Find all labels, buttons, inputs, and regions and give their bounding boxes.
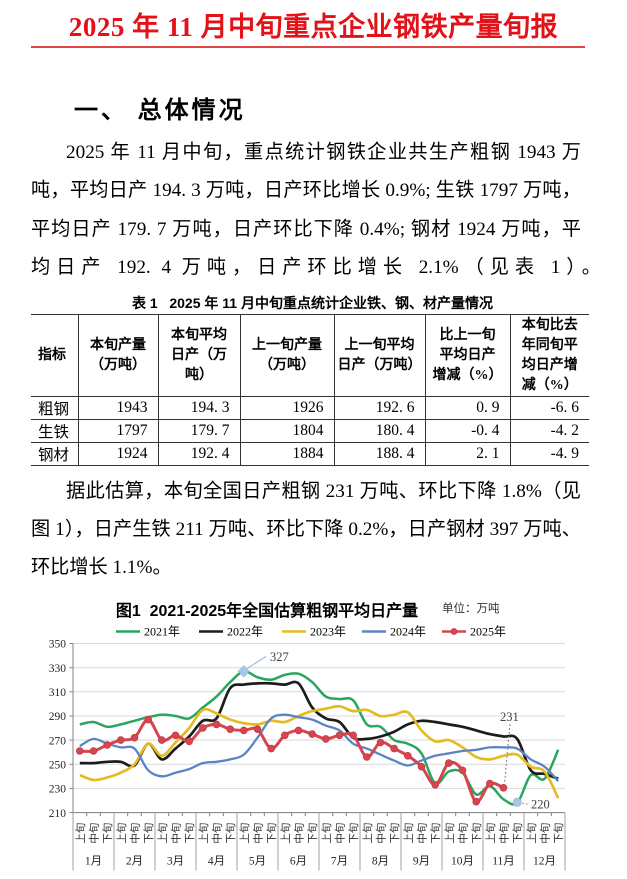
- svg-text:2021年: 2021年: [144, 624, 180, 638]
- svg-text:上旬: 上旬: [525, 823, 538, 844]
- svg-text:下旬: 下旬: [470, 823, 483, 844]
- svg-text:8月: 8月: [372, 856, 389, 868]
- svg-text:2022年: 2022年: [227, 624, 263, 638]
- svg-text:1月: 1月: [85, 856, 102, 868]
- svg-text:中旬: 中旬: [498, 823, 511, 844]
- svg-text:上旬: 上旬: [402, 823, 415, 844]
- svg-text:中旬: 中旬: [334, 823, 347, 844]
- svg-text:4月: 4月: [208, 856, 225, 868]
- svg-text:上旬: 上旬: [197, 823, 210, 844]
- svg-text:下旬: 下旬: [388, 823, 401, 844]
- svg-text:290: 290: [49, 711, 67, 723]
- svg-text:中旬: 中旬: [416, 823, 429, 844]
- svg-text:6月: 6月: [290, 856, 307, 868]
- svg-text:中旬: 中旬: [293, 823, 306, 844]
- svg-text:中旬: 中旬: [129, 823, 142, 844]
- svg-text:270: 270: [49, 735, 67, 747]
- svg-text:下旬: 下旬: [265, 823, 278, 844]
- svg-text:220: 220: [531, 797, 550, 811]
- svg-text:231: 231: [500, 710, 519, 724]
- svg-text:上旬: 上旬: [156, 823, 169, 844]
- svg-text:下旬: 下旬: [429, 823, 442, 844]
- svg-text:7月: 7月: [331, 856, 348, 868]
- svg-text:上旬: 上旬: [115, 823, 128, 844]
- svg-text:下旬: 下旬: [183, 823, 196, 844]
- svg-text:下旬: 下旬: [142, 823, 155, 844]
- svg-text:上旬: 上旬: [361, 823, 374, 844]
- svg-text:350: 350: [49, 639, 67, 651]
- svg-text:中旬: 中旬: [252, 823, 265, 844]
- svg-text:中旬: 中旬: [457, 823, 470, 844]
- svg-text:下旬: 下旬: [552, 823, 565, 844]
- svg-text:中旬: 中旬: [170, 823, 183, 844]
- svg-text:327: 327: [270, 650, 289, 664]
- svg-text:9月: 9月: [413, 856, 430, 868]
- svg-text:下旬: 下旬: [101, 823, 114, 844]
- svg-text:2024年: 2024年: [390, 624, 426, 638]
- svg-text:2025年: 2025年: [470, 624, 506, 638]
- svg-text:上旬: 上旬: [74, 823, 87, 844]
- svg-text:中旬: 中旬: [375, 823, 388, 844]
- svg-text:上旬: 上旬: [484, 823, 497, 844]
- svg-text:2月: 2月: [126, 856, 143, 868]
- svg-text:5月: 5月: [249, 856, 266, 868]
- svg-text:上旬: 上旬: [320, 823, 333, 844]
- svg-text:下旬: 下旬: [306, 823, 319, 844]
- svg-text:上旬: 上旬: [279, 823, 292, 844]
- svg-text:上旬: 上旬: [443, 823, 456, 844]
- svg-text:11月: 11月: [492, 856, 515, 868]
- svg-text:下旬: 下旬: [347, 823, 360, 844]
- svg-text:230: 230: [49, 784, 67, 796]
- svg-text:330: 330: [49, 663, 67, 675]
- svg-text:中旬: 中旬: [211, 823, 224, 844]
- svg-text:中旬: 中旬: [539, 823, 552, 844]
- svg-text:250: 250: [49, 760, 67, 772]
- svg-text:12月: 12月: [533, 856, 556, 868]
- svg-text:下旬: 下旬: [511, 823, 524, 844]
- svg-text:下旬: 下旬: [224, 823, 237, 844]
- svg-text:上旬: 上旬: [238, 823, 251, 844]
- svg-text:2023年: 2023年: [310, 624, 346, 638]
- svg-text:210: 210: [49, 808, 67, 820]
- svg-text:3月: 3月: [167, 856, 184, 868]
- svg-text:中旬: 中旬: [88, 823, 101, 844]
- svg-text:310: 310: [49, 687, 67, 699]
- svg-text:10月: 10月: [451, 856, 474, 868]
